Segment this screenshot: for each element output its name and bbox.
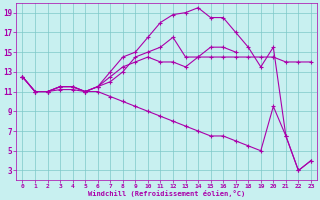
X-axis label: Windchill (Refroidissement éolien,°C): Windchill (Refroidissement éolien,°C)	[88, 190, 245, 197]
